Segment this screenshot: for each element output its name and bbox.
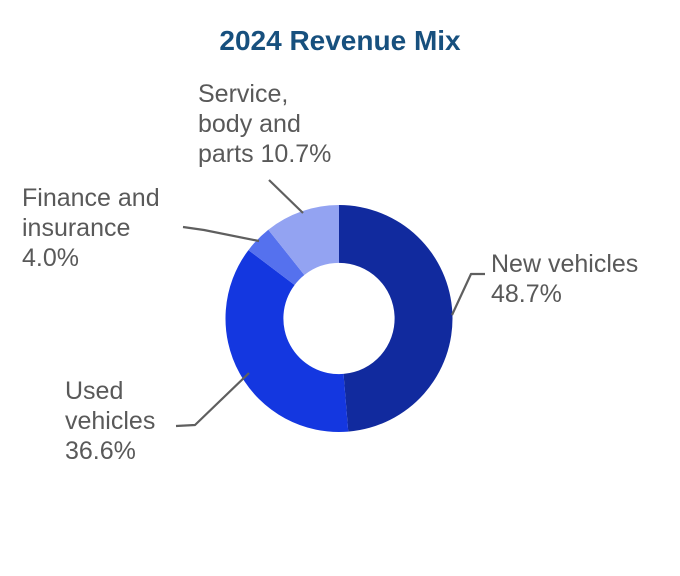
leader-line-finance	[182, 225, 260, 243]
label-new-vehicles: New vehicles 48.7%	[491, 250, 639, 308]
label-finance-insurance: Finance and insurance 4.0%	[22, 184, 160, 272]
donut-slices	[225, 205, 453, 432]
donut-slice-used-vehicles	[225, 250, 349, 432]
leader-line-new-vehicles	[451, 272, 485, 316]
leader-line-service	[268, 179, 304, 214]
leader-line-used-vehicles	[175, 372, 250, 428]
donut-slice-finance-and-insurance	[248, 229, 305, 285]
leader-lines	[175, 179, 485, 428]
donut-slice-service-body-and-parts	[268, 205, 339, 275]
chart-title: 2024 Revenue Mix	[219, 25, 461, 56]
donut-slice-new-vehicles	[339, 205, 453, 432]
label-service-body-parts: Service, body and parts 10.7%	[198, 80, 332, 168]
label-used-vehicles: Used vehicles 36.6%	[65, 377, 156, 465]
